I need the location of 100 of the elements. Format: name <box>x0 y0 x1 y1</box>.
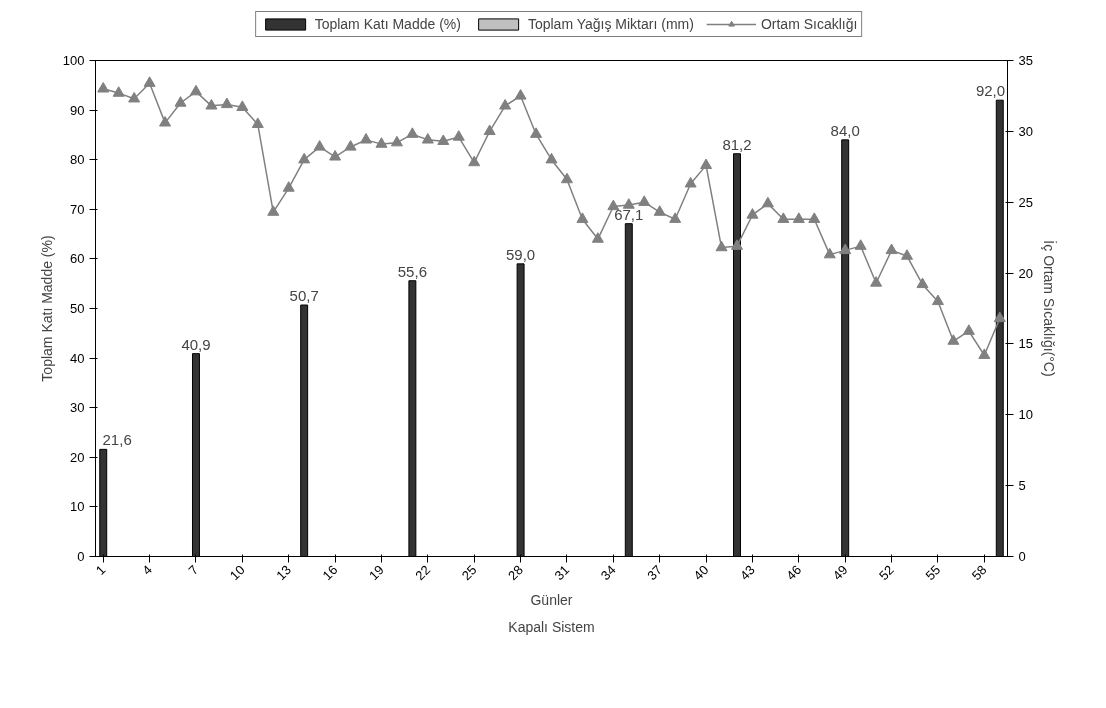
text: Kapalı Sistem <box>508 618 595 635</box>
point <box>777 212 790 223</box>
data-label: 81,2 <box>722 135 752 153</box>
legend-label: Ortam Sıcaklığı <box>760 16 858 32</box>
x-tick-label: 25 <box>458 562 480 584</box>
x-tick-label: 10 <box>226 562 248 584</box>
x-tick-label: 40 <box>690 562 712 584</box>
y-tick-label: 70 <box>70 201 85 217</box>
x-tick-label: 46 <box>783 562 805 584</box>
point <box>483 124 496 136</box>
point <box>143 76 156 87</box>
y2-tick-label: 5 <box>1018 478 1026 494</box>
point <box>839 243 852 255</box>
x-tick-label: 7 <box>185 562 202 578</box>
point <box>220 97 233 109</box>
point <box>282 181 295 192</box>
data-label: 21,6 <box>102 431 132 449</box>
x-tick-label: 13 <box>273 562 295 584</box>
point <box>205 99 218 110</box>
point <box>390 135 403 147</box>
point <box>452 130 465 141</box>
point <box>669 212 682 223</box>
x-tick-label: 22 <box>412 562 434 584</box>
legend-label: Toplam Yağış Miktarı (mm) <box>527 16 694 32</box>
point <box>761 196 774 208</box>
point <box>746 208 759 219</box>
y2-tick-label: 35 <box>1018 53 1033 68</box>
y2-tick-label: 0 <box>1018 549 1026 564</box>
point <box>607 199 620 211</box>
y2-tick-label: 30 <box>1018 123 1033 139</box>
y-tick-label: 30 <box>70 400 85 416</box>
data-label: 59,0 <box>505 245 536 263</box>
point <box>931 294 944 306</box>
point <box>854 239 867 250</box>
y2-tick-label: 20 <box>1018 265 1033 281</box>
y-tick-label: 20 <box>70 449 85 465</box>
x-tick-label: 19 <box>365 562 387 584</box>
y2-tick-label: 15 <box>1018 336 1033 352</box>
y2-tick-label: 25 <box>1018 194 1033 210</box>
point <box>962 324 975 335</box>
point <box>684 176 697 188</box>
point <box>159 116 172 127</box>
point <box>916 277 929 289</box>
y-tick-label: 50 <box>70 301 85 316</box>
point <box>514 89 527 100</box>
point <box>978 348 991 359</box>
point <box>251 117 264 128</box>
point <box>437 134 450 145</box>
x-axis-title: Günler <box>530 592 573 609</box>
data-label: 40,9 <box>181 335 211 353</box>
point <box>406 127 419 138</box>
point <box>329 150 342 161</box>
x-tick-label: 1 <box>92 562 109 578</box>
data-label: 67,1 <box>614 205 644 223</box>
data-label: 55,6 <box>397 262 427 280</box>
x-tick-label: 37 <box>644 562 666 584</box>
point <box>97 81 110 93</box>
point <box>468 155 481 167</box>
y-tick-label: 60 <box>70 251 85 267</box>
point <box>715 240 728 252</box>
point <box>576 212 589 223</box>
x-tick-label: 4 <box>139 562 155 578</box>
point <box>421 133 434 144</box>
x-tick-label: 34 <box>597 562 619 584</box>
y-tick-label: 90 <box>70 102 85 118</box>
point <box>360 133 373 144</box>
point <box>267 205 280 216</box>
point <box>375 137 388 148</box>
x-tick-label: 28 <box>505 562 526 584</box>
point <box>313 140 326 151</box>
point <box>870 276 883 287</box>
point <box>947 334 960 345</box>
x-tick-label: 31 <box>551 562 573 584</box>
point <box>638 195 651 206</box>
point <box>622 198 635 209</box>
x-tick-label: 49 <box>829 562 851 584</box>
point <box>174 96 187 107</box>
y-tick-label: 0 <box>77 549 85 564</box>
point <box>792 212 805 223</box>
point <box>993 311 1006 323</box>
point <box>298 152 311 164</box>
x-tick-label: 55 <box>922 562 944 584</box>
point <box>499 99 512 110</box>
x-tick-label: 43 <box>736 562 758 584</box>
y-tick-label: 100 <box>62 53 85 68</box>
y-tick-label: 80 <box>70 152 85 168</box>
y-tick-label: 10 <box>70 499 85 515</box>
data-label: 84,0 <box>830 121 860 139</box>
point <box>530 127 543 138</box>
point <box>901 249 914 260</box>
point <box>545 152 558 164</box>
y-axis-title: Toplam Katı Madde (%) <box>38 235 55 382</box>
point <box>653 205 666 216</box>
y-tick-label: 40 <box>70 350 85 366</box>
point <box>112 86 125 97</box>
y2-tick-label: 10 <box>1018 407 1033 423</box>
point <box>189 84 202 96</box>
point <box>885 243 898 255</box>
x-tick-label: 16 <box>319 562 341 584</box>
legend-label: Toplam Katı Madde (%) <box>314 16 461 32</box>
